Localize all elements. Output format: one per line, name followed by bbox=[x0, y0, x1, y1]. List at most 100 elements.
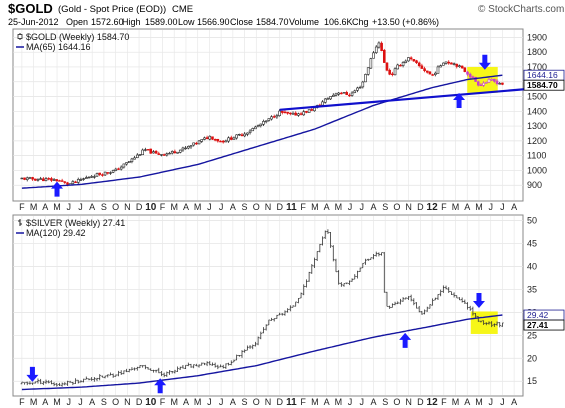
gold-trendline bbox=[279, 88, 526, 111]
ma-last-value-tag: 29.42 bbox=[527, 310, 549, 320]
gold-candle-body bbox=[52, 179, 56, 181]
high-value: 1589.00 bbox=[145, 17, 178, 27]
gold-candle-body bbox=[144, 149, 147, 151]
y-tick-label: 1500 bbox=[527, 92, 547, 102]
x-tick-label: M bbox=[311, 202, 319, 212]
x-tick-label: N bbox=[265, 202, 272, 212]
gold-candle-body bbox=[58, 180, 61, 182]
gold-candle-body bbox=[423, 68, 426, 72]
gold-candle-body bbox=[458, 65, 461, 67]
gold-candle-body bbox=[66, 182, 69, 185]
x-tick-label: M bbox=[53, 202, 61, 212]
gold-candle-body bbox=[380, 42, 383, 51]
gold-candle-body bbox=[393, 68, 397, 76]
x-tick-label: 11 bbox=[286, 202, 297, 213]
gold-candle-body bbox=[382, 49, 386, 63]
x-tick-label: F bbox=[300, 397, 306, 407]
y-tick-label: 1900 bbox=[527, 32, 547, 42]
gold-candle-body bbox=[417, 62, 421, 67]
arrow-up-icon bbox=[453, 92, 466, 108]
x-tick-label: M bbox=[475, 202, 483, 212]
y-tick-label: 1200 bbox=[527, 136, 547, 146]
x-tick-label: A bbox=[464, 397, 470, 407]
x-tick-label: F bbox=[19, 397, 25, 407]
gold-legend-series: $GOLD (Weekly) 1584.70 bbox=[26, 32, 129, 42]
x-tick-label: F bbox=[441, 202, 447, 212]
gold-candle-body bbox=[235, 134, 238, 139]
gold-candle-body bbox=[412, 59, 416, 62]
x-tick-label: A bbox=[511, 397, 517, 407]
gold-candle-body bbox=[262, 121, 265, 125]
gold-candle-body bbox=[173, 151, 177, 154]
gold-candle-body bbox=[232, 137, 236, 140]
x-tick-label: A bbox=[464, 202, 470, 212]
gold-candle-body bbox=[50, 178, 53, 181]
x-tick-label: D bbox=[136, 397, 143, 407]
gold-candle-body bbox=[501, 82, 504, 85]
gold-candle-body bbox=[216, 138, 220, 142]
gold-candle-body bbox=[119, 166, 123, 170]
gold-candle-body bbox=[396, 64, 400, 70]
x-tick-label: A bbox=[370, 202, 376, 212]
x-tick-label: O bbox=[253, 397, 260, 407]
gold-candle-body bbox=[482, 82, 485, 86]
silver-highlight-box bbox=[470, 311, 498, 334]
x-tick-label: J bbox=[207, 202, 212, 212]
silver-x-axis: F M A M J J A S O N D 10 F M A M J J A S O N D 11 F M A M J J A S O N D 12 F… bbox=[19, 397, 517, 408]
gold-candle-body bbox=[275, 115, 279, 118]
x-tick-label: J bbox=[219, 202, 224, 212]
gold-candle-body bbox=[63, 181, 67, 183]
gold-candle-body bbox=[428, 71, 432, 75]
x-tick-label: D bbox=[417, 397, 424, 407]
gold-candle-body bbox=[189, 145, 193, 148]
gold-candle-body bbox=[200, 139, 204, 142]
gold-candle-body bbox=[404, 60, 408, 63]
arrow-down-icon bbox=[472, 292, 485, 308]
gold-candle-body bbox=[165, 153, 169, 156]
gold-candle-body bbox=[184, 147, 187, 150]
gold-candle-body bbox=[130, 158, 134, 162]
gold-candle-body bbox=[98, 172, 102, 175]
gold-candle-body bbox=[157, 153, 161, 155]
chg-label: Chg bbox=[352, 17, 369, 27]
gold-candle-body bbox=[136, 154, 139, 159]
gold-candle-body bbox=[450, 62, 453, 65]
gold-candle-body bbox=[229, 137, 233, 140]
arrow-up-icon bbox=[399, 332, 412, 348]
x-tick-label: F bbox=[160, 202, 166, 212]
gold-candle-body bbox=[25, 177, 29, 180]
gold-candle-body bbox=[95, 173, 99, 177]
x-tick-label: O bbox=[253, 202, 260, 212]
gold-candle-body bbox=[20, 177, 24, 180]
gold-candle-body bbox=[71, 181, 75, 185]
gold-candle-body bbox=[361, 81, 365, 88]
gold-candle-body bbox=[28, 177, 32, 179]
x-tick-label: M bbox=[30, 202, 38, 212]
x-tick-label: A bbox=[324, 397, 330, 407]
gold-candle-body bbox=[313, 107, 316, 112]
x-tick-label: S bbox=[242, 397, 248, 407]
gold-candle-body bbox=[436, 66, 440, 74]
gold-candle-body bbox=[399, 64, 402, 67]
gold-candle-body bbox=[490, 79, 493, 81]
gold-candle-body bbox=[353, 90, 357, 93]
arrow-up-icon bbox=[51, 181, 64, 197]
gold-candle-body bbox=[283, 111, 287, 114]
x-tick-label: M bbox=[475, 397, 483, 407]
exchange-label: CME bbox=[172, 4, 193, 15]
gold-candle-body bbox=[302, 111, 306, 116]
gold-candle-body bbox=[152, 151, 155, 154]
gold-candle-body bbox=[246, 132, 249, 135]
x-tick-label: S bbox=[101, 202, 107, 212]
x-tick-label: O bbox=[112, 202, 119, 212]
gold-candle-body bbox=[495, 80, 499, 84]
gold-candle-body bbox=[463, 67, 467, 72]
gold-candle-body bbox=[141, 149, 144, 156]
gold-candle-body bbox=[160, 154, 163, 156]
silver-legend: $SILVER (Weekly) 27.41 MA(120) 29.42 bbox=[16, 218, 125, 238]
gold-candle-body bbox=[372, 52, 375, 59]
x-tick-label: M bbox=[30, 397, 38, 407]
gold-candle-body bbox=[479, 84, 483, 87]
gold-candle-body bbox=[364, 74, 367, 83]
gold-candle-body bbox=[345, 92, 349, 96]
